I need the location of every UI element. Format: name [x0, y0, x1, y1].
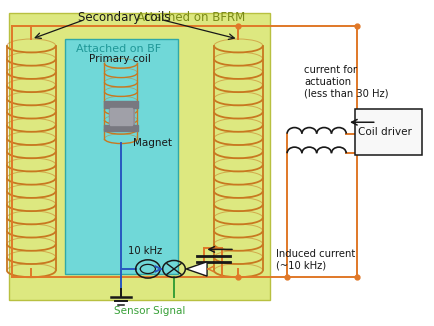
Text: Attached on BFRM: Attached on BFRM	[137, 11, 245, 24]
Text: Coil driver: Coil driver	[357, 127, 411, 137]
Bar	[103, 101, 138, 108]
Bar	[354, 109, 421, 155]
Text: current for
actuation
(less than 30 Hz): current for actuation (less than 30 Hz)	[304, 65, 388, 98]
Text: Sensor Signal: Sensor Signal	[114, 306, 185, 316]
Text: Primary coil: Primary coil	[89, 54, 151, 64]
Text: Magnet: Magnet	[132, 138, 171, 148]
Bar	[65, 39, 178, 274]
Bar	[9, 13, 269, 300]
Text: Attached on BF: Attached on BF	[76, 44, 161, 54]
Bar	[110, 108, 132, 125]
Polygon shape	[186, 262, 207, 276]
Bar	[108, 106, 133, 130]
Text: Induced current
(~10 kHz): Induced current (~10 kHz)	[276, 249, 355, 271]
Bar	[103, 125, 138, 131]
Text: Secondary coils: Secondary coils	[78, 11, 170, 24]
Text: 10 kHz: 10 kHz	[128, 246, 162, 256]
